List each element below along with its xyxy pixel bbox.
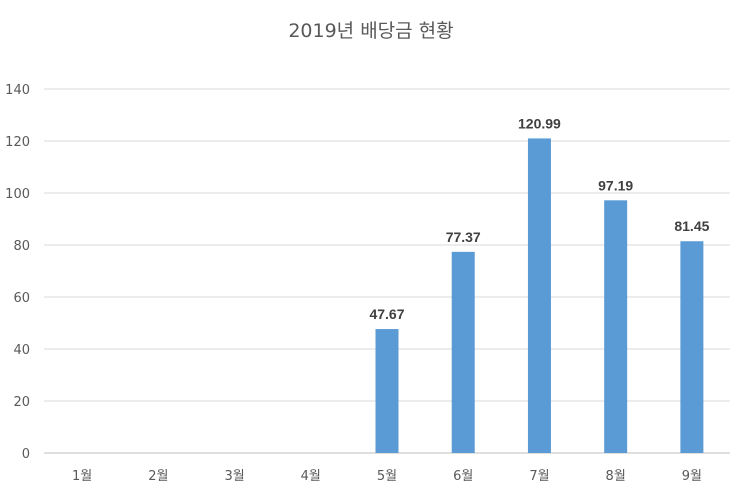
- y-tick-label: 0: [22, 447, 30, 462]
- x-category-label: 3월: [224, 469, 244, 484]
- bar: [680, 241, 704, 453]
- y-tick-label: 60: [13, 291, 30, 306]
- y-tick-label: 100: [5, 187, 30, 202]
- data-label: 77.37: [446, 229, 481, 245]
- x-category-label: 8월: [606, 469, 626, 484]
- x-axis-categories: 1월 2월 3월 4월 5월 6월 7월 8월 9월: [72, 469, 702, 484]
- data-labels: 47.67 77.37 120.99 97.19 81.45: [369, 115, 709, 322]
- bar: [451, 251, 475, 453]
- x-category-label: 7월: [529, 469, 549, 484]
- bar: [375, 329, 399, 453]
- data-label: 81.45: [674, 218, 709, 234]
- data-label: 120.99: [518, 115, 561, 131]
- x-category-label: 1월: [72, 469, 92, 484]
- x-category-label: 4월: [301, 469, 321, 484]
- y-tick-label: 20: [13, 395, 30, 410]
- y-tick-label: 140: [5, 83, 30, 98]
- bar: [527, 138, 551, 453]
- y-tick-label: 80: [13, 239, 30, 254]
- chart-title: 2019년 배당금 현황: [288, 20, 453, 42]
- y-tick-label: 120: [5, 135, 30, 150]
- y-tick-label: 40: [13, 343, 30, 358]
- bars: [375, 138, 704, 453]
- x-category-label: 5월: [377, 469, 397, 484]
- y-axis-ticks: 0 20 40 60 80 100 120 140: [5, 83, 30, 462]
- bar: [604, 200, 628, 453]
- x-category-label: 2월: [148, 469, 168, 484]
- data-label: 97.19: [598, 177, 633, 193]
- data-label: 47.67: [369, 306, 404, 322]
- x-category-label: 6월: [453, 469, 473, 484]
- x-category-label: 9월: [682, 469, 702, 484]
